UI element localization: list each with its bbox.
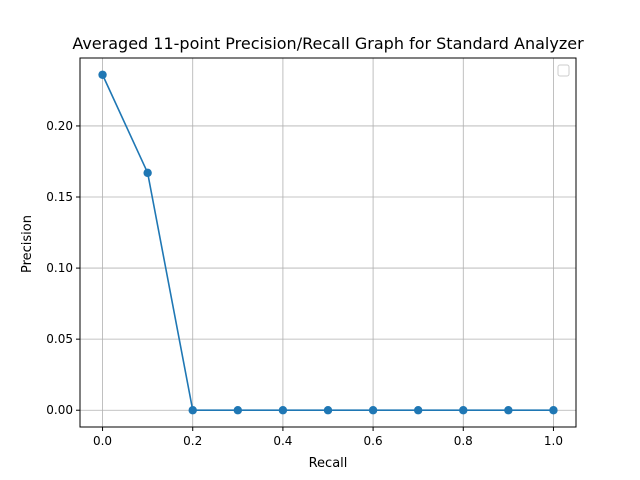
x-tick-label: 0.2 [183,434,202,448]
y-tick-label: 0.05 [46,332,73,346]
data-point [549,406,558,415]
y-tick-label: 0.10 [46,261,73,275]
plot-area: 0.0 0.2 0.4 0.6 0.8 1.0 0.00 0.05 0.10 0.15 0.20 [46,57,577,448]
data-point [98,70,107,79]
data-point [413,406,423,415]
x-tick-label: 0.0 [93,434,112,448]
data-point [188,406,197,415]
data-point [323,406,333,415]
y-tick-label: 0.00 [46,403,73,417]
axes-frame [79,57,577,428]
y-tick-label: 0.15 [46,190,73,204]
data-point [368,406,378,415]
x-axis-label: Recall [309,456,348,471]
y-axis-label: Precision [20,215,35,273]
data-point [504,406,513,415]
data-point [278,406,288,415]
x-tick-label: 0.8 [454,434,473,448]
data-point [233,406,243,415]
legend-box [557,64,570,77]
x-tick-label: 0.6 [364,434,383,448]
y-tick-label: 0.20 [46,119,73,133]
x-tick-label: 1.0 [544,434,563,448]
data-point [459,406,468,415]
x-tick-label: 0.4 [273,434,292,448]
data-point [143,168,152,178]
chart-title: Averaged 11-point Precision/Recall Graph… [72,34,584,53]
